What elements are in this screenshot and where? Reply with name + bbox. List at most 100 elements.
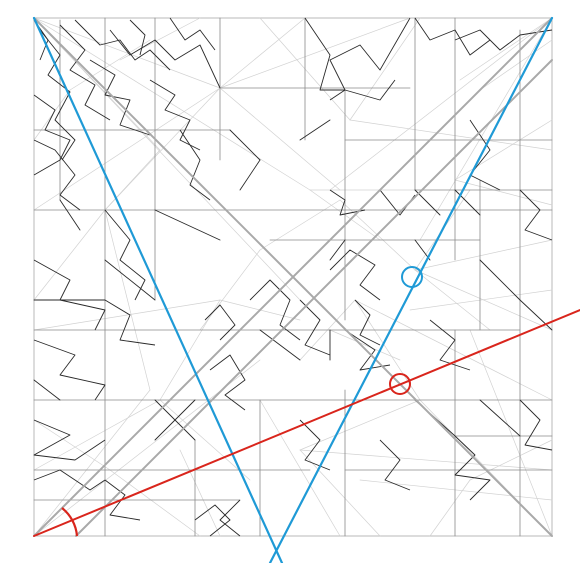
light-crease-line (354, 299, 553, 401)
blue-circle-marker (401, 266, 423, 288)
red-guide-line (33, 309, 580, 537)
dark-crease-line (519, 399, 553, 451)
dark-crease-line (379, 439, 411, 491)
dark-crease-line (219, 499, 241, 537)
light-crease-line (414, 239, 553, 271)
light-crease-line (33, 399, 161, 471)
light-crease-line (329, 17, 553, 191)
dark-crease-line (39, 29, 76, 161)
light-crease-line (33, 299, 221, 331)
dark-crease-line (519, 189, 553, 241)
light-crease-line (479, 39, 553, 91)
dark-crease-line (429, 319, 471, 371)
light-crease-line (109, 469, 201, 537)
dark-crease-line (33, 379, 61, 401)
dark-crease-line (239, 159, 261, 191)
light-crease-line (469, 329, 553, 537)
light-crease-line (454, 179, 553, 206)
dark-crease-line (104, 479, 141, 521)
dark-crease-line (229, 129, 261, 161)
dark-crease-line (414, 17, 491, 56)
dark-crease-line (104, 259, 156, 301)
dark-crease-line (259, 329, 301, 361)
light-crease-line (454, 119, 553, 181)
dark-crease-line (154, 399, 196, 441)
light-crease-line (33, 419, 111, 471)
light-crease-line (159, 399, 251, 481)
light-crease-line (259, 199, 341, 251)
blue-guide-line (32, 16, 284, 563)
dark-crease-line (299, 119, 331, 141)
dark-crease-line (179, 129, 211, 201)
light-crease-line (429, 479, 471, 537)
dark-crease-line (329, 17, 411, 91)
dark-crease-line (109, 29, 221, 89)
dark-crease-line (519, 299, 553, 331)
dark-crease-line (104, 299, 156, 346)
dark-crease-line (89, 59, 151, 136)
dark-crease-line (329, 79, 396, 101)
markers-group (61, 266, 423, 537)
gray-secondary-line (75, 59, 553, 537)
dark-crease-line (479, 399, 521, 437)
dark-crease-line (454, 189, 481, 216)
light-crease-line (469, 439, 553, 481)
dark-crease-line (194, 504, 231, 537)
light-crease-line (219, 17, 306, 89)
dark-crease-line (454, 435, 491, 501)
dark-crease-line (104, 209, 146, 301)
dark-crease-line (59, 199, 81, 231)
light-crease-line (349, 119, 553, 151)
light-crease-line (199, 249, 261, 331)
dark-crease-line (33, 339, 106, 401)
light-crease-line (299, 449, 381, 537)
dark-crease-line (329, 249, 381, 301)
dark-crease-line (299, 419, 331, 471)
light-crease-line (33, 17, 311, 191)
guide-lines-group (32, 16, 580, 563)
dark-crease-line (154, 209, 221, 241)
dark-crease-line (209, 354, 246, 411)
dark-crease-line (454, 29, 553, 51)
light-crease-line (329, 329, 401, 361)
light-crease-line (219, 87, 341, 191)
dark-crease-line (329, 239, 346, 261)
dark-crease-line (469, 119, 501, 191)
light-crease-line (179, 449, 221, 537)
dark-crease-line (299, 299, 331, 356)
dark-crease-line (59, 24, 111, 121)
light-crease-line (69, 39, 151, 91)
dark-crease-line (354, 299, 381, 346)
light-crease-line (104, 87, 221, 211)
dark-crease-line (33, 94, 71, 176)
light-crease-line (219, 17, 411, 89)
dark-crease-line (169, 17, 216, 51)
dark-crease-line (33, 419, 106, 461)
red-angle-arc (61, 507, 79, 537)
dark-crease-line (344, 329, 391, 371)
light-crease-line (259, 399, 341, 537)
dark-crease-line (149, 79, 201, 151)
light-crease-line (33, 389, 151, 537)
dark-crease-line (74, 19, 171, 71)
dark-crease-line (204, 304, 236, 341)
light-crease-line (33, 87, 221, 211)
dark-crease-line (129, 19, 146, 56)
blue-guide-line (268, 16, 554, 563)
light-crease-line (33, 17, 301, 301)
dark-crease-line (329, 189, 366, 216)
light-crease-line (299, 399, 421, 451)
light-crease-line (414, 269, 491, 331)
light-crease-line (299, 449, 553, 471)
dark-crease-line (33, 139, 81, 211)
gray-antidiagonal-line (33, 17, 553, 537)
dark-crease-line (479, 259, 521, 301)
red-circle-marker (389, 373, 411, 395)
dark-crease-line (304, 17, 345, 91)
dark-crease-line (249, 279, 301, 341)
light-crease-line (459, 17, 553, 81)
light-crease-line (349, 17, 421, 121)
light-crease-line (409, 289, 553, 311)
